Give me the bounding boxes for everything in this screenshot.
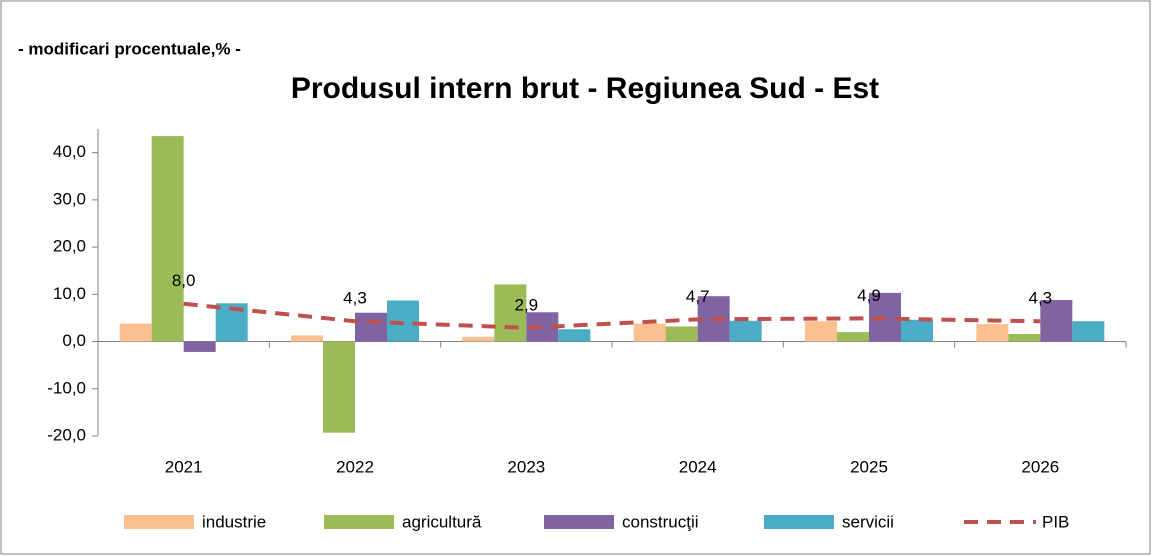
data-label: 2,9 <box>515 295 539 314</box>
legend-swatch <box>124 515 194 529</box>
chart-subtitle: - modificari procentuale,% - <box>18 39 241 58</box>
y-tick-label: 0,0 <box>62 331 86 350</box>
legend-label: construcţii <box>622 512 699 531</box>
bar <box>633 323 666 342</box>
legend-label: servicii <box>842 512 894 531</box>
bar <box>558 329 591 342</box>
data-label: 4,3 <box>343 289 367 308</box>
bar <box>323 341 355 433</box>
bar <box>494 284 527 342</box>
bar <box>462 336 495 342</box>
bar <box>355 312 387 342</box>
legend-label: agricultură <box>402 512 482 531</box>
y-tick-label: 30,0 <box>53 189 86 208</box>
y-tick-label: -10,0 <box>47 378 86 397</box>
data-label: 8,0 <box>172 271 196 290</box>
legend-label: PIB <box>1042 512 1069 531</box>
chart-title: Produsul intern brut - Regiunea Sud - Es… <box>291 72 879 105</box>
bar <box>291 335 323 342</box>
data-label: 4,7 <box>686 287 710 306</box>
bar <box>1008 333 1041 342</box>
x-tick-label: 2021 <box>165 457 203 476</box>
legend-swatch <box>764 515 834 529</box>
bar <box>1040 299 1073 342</box>
x-tick-label: 2023 <box>507 457 545 476</box>
bar <box>151 136 184 342</box>
line <box>183 301 1041 330</box>
data-label: 4,9 <box>857 286 881 305</box>
bar <box>976 324 1009 342</box>
legend-swatch <box>324 515 394 529</box>
y-tick-label: 40,0 <box>53 142 86 161</box>
data-label: 4,3 <box>1029 289 1053 308</box>
x-tick-label: 2024 <box>679 457 717 476</box>
y-tick-label: -20,0 <box>47 425 86 444</box>
bar <box>183 341 216 352</box>
legend-label: industrie <box>202 512 266 531</box>
legend-swatch <box>544 515 614 529</box>
bar <box>901 319 933 342</box>
bar <box>729 320 762 342</box>
x-tick-label: 2022 <box>336 457 374 476</box>
bar <box>805 321 837 342</box>
x-tick-label: 2025 <box>850 457 888 476</box>
bar <box>665 326 698 342</box>
y-tick-label: 20,0 <box>53 237 86 256</box>
bar <box>1072 321 1105 342</box>
y-tick-label: 10,0 <box>53 284 86 303</box>
bar <box>119 323 152 342</box>
x-tick-label: 2026 <box>1021 457 1059 476</box>
bar <box>837 332 869 342</box>
